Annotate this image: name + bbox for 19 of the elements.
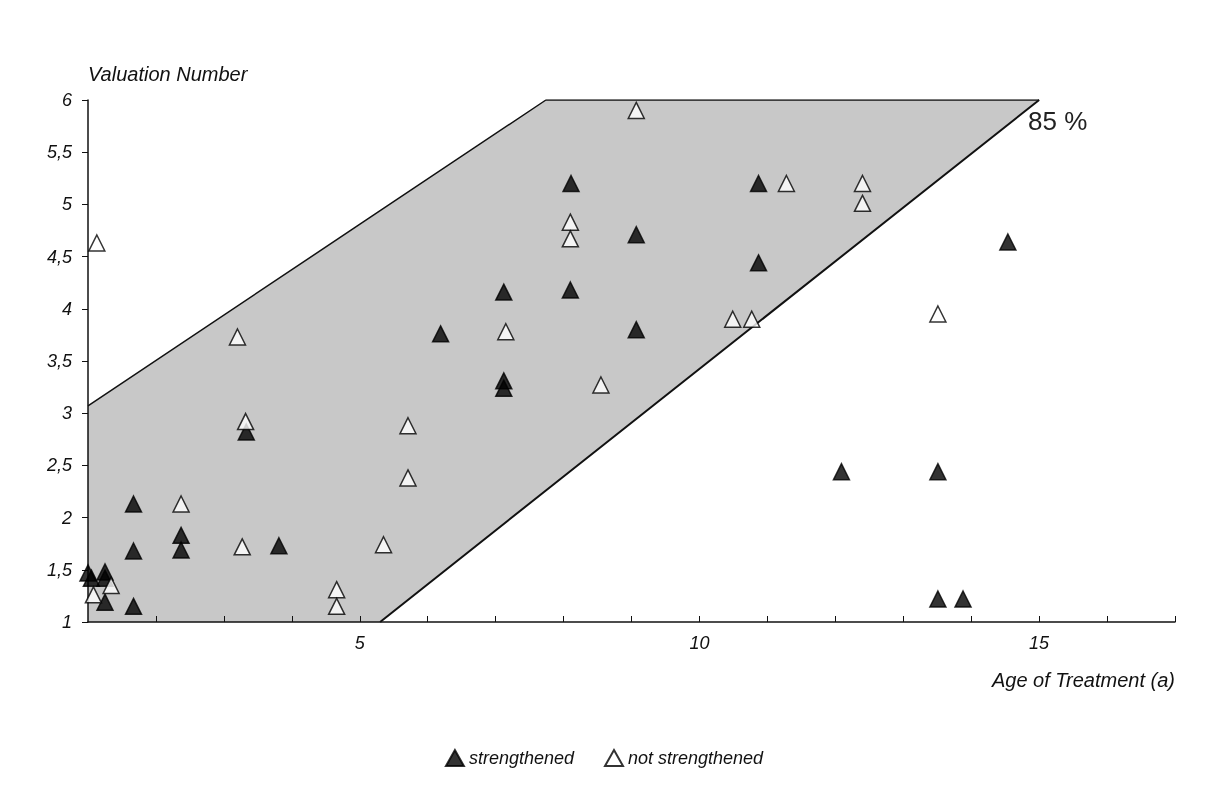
y-tick-label: 5 — [61, 194, 73, 215]
y-tick-label: 3,5 — [46, 351, 73, 371]
annotation: 85 % — [1028, 106, 1088, 136]
y-tick-label: 4 — [61, 298, 72, 319]
y-tick-label: 1 — [61, 612, 72, 632]
legend-label: strengthened — [468, 748, 575, 768]
y-tick-label: 2 — [60, 507, 72, 528]
y-tick-label: 3 — [61, 403, 72, 424]
x-axis-title: Age of Treatment (a) — [990, 669, 1175, 691]
y-tick-label: 2,5 — [45, 455, 73, 476]
y-tick-label: 5,5 — [46, 142, 73, 163]
x-tick-label: 10 — [689, 633, 710, 653]
y-tick-label: 4,5 — [46, 246, 73, 267]
y-tick-label: 1,5 — [46, 559, 73, 580]
x-tick-label: 15 — [1029, 633, 1051, 653]
x-tick-label: 5 — [354, 633, 366, 653]
y-tick-label: 6 — [61, 90, 73, 110]
y-axis-title: Valuation Number — [88, 63, 249, 85]
legend-label: not strengthened — [627, 748, 765, 768]
